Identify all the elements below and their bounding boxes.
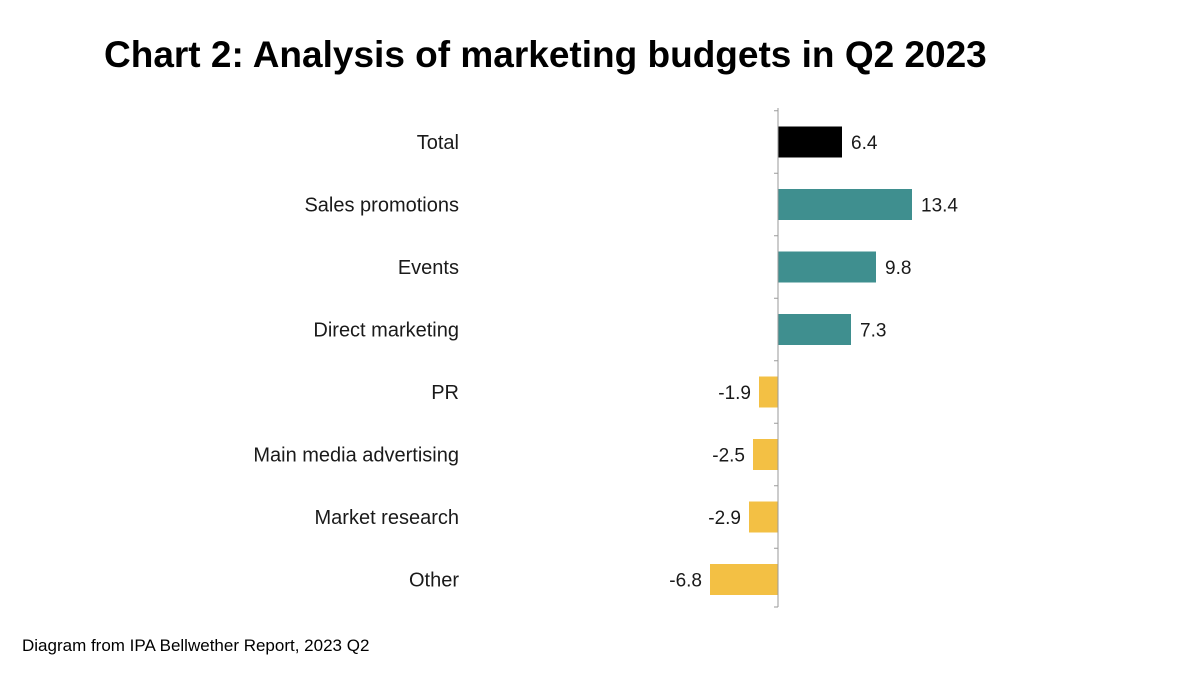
- category-label: Events: [398, 257, 459, 279]
- axis-layer: [774, 108, 779, 608]
- category-label: Sales promotions: [304, 195, 459, 217]
- category-label: Direct marketing: [313, 320, 459, 342]
- value-label: 7.3: [860, 321, 886, 342]
- value-label: -1.9: [718, 383, 751, 404]
- category-label: Other: [409, 570, 459, 592]
- chart-title: Chart 2: Analysis of marketing budgets i…: [104, 34, 987, 75]
- category-label: Total: [417, 132, 459, 154]
- bar-total: [778, 126, 842, 158]
- category-label: Main media advertising: [253, 445, 459, 467]
- bar-market-research: [749, 501, 778, 533]
- bar-sales-promotions: [778, 189, 912, 220]
- bar-events: [778, 251, 876, 283]
- value-label: -2.5: [712, 446, 745, 467]
- bar-direct-marketing: [778, 314, 851, 345]
- bars-layer: [710, 126, 912, 595]
- value-label: 9.8: [885, 258, 911, 279]
- bar-other: [710, 564, 778, 595]
- value-label: -2.9: [708, 508, 741, 529]
- bar-main-media-advertising: [753, 439, 778, 470]
- source-note: Diagram from IPA Bellwether Report, 2023…: [22, 636, 370, 655]
- category-label: Market research: [315, 507, 460, 529]
- value-label: 13.4: [921, 196, 958, 217]
- value-label: 6.4: [851, 133, 878, 154]
- category-label: PR: [431, 382, 459, 404]
- labels-layer: Total 6.4 Sales promotions 13.4 Events 9.8 Dir…: [253, 132, 958, 592]
- value-label: -6.8: [669, 571, 702, 592]
- bar-pr: [759, 376, 778, 408]
